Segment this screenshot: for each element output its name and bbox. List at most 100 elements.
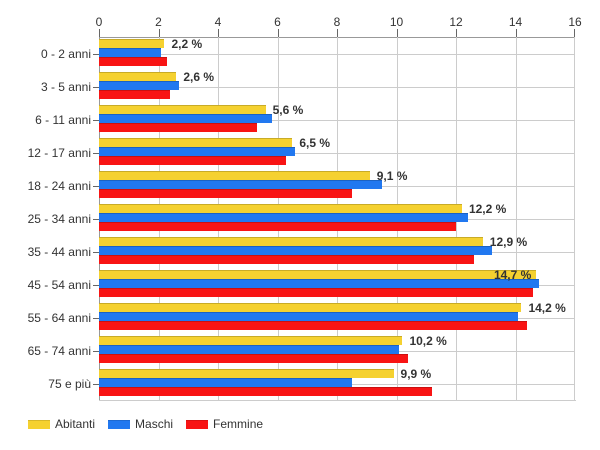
bar-maschi-25-34-anni <box>99 212 468 223</box>
bar-maschi-12-17-anni <box>99 146 296 157</box>
bar-maschi-65-74-anni <box>99 344 400 355</box>
category-label: 6 - 11 anni <box>35 112 91 127</box>
value-label: 2,2 % <box>171 37 203 51</box>
bar-maschi-75-e-pi <box>99 377 352 388</box>
value-label: 12,9 % <box>489 235 528 249</box>
bar-femmine-65-74-anni <box>99 354 409 364</box>
x-axis-tick-label: 0 <box>95 15 103 29</box>
category-tickmark <box>93 53 99 55</box>
x-axis-tickmark <box>99 29 100 37</box>
bar-femmine-45-54-anni <box>99 288 534 298</box>
x-axis-tickmark <box>574 29 575 37</box>
category-label: 0 - 2 anni <box>40 46 91 61</box>
legend-item-abitanti: Abitanti <box>28 418 95 430</box>
value-label: 2,6 % <box>183 70 215 84</box>
legend-item-maschi: Maschi <box>108 418 173 430</box>
bar-abitanti-45-54-anni <box>99 269 537 279</box>
horizontal-gridline <box>99 119 575 121</box>
bar-maschi-18-24-anni <box>99 179 382 190</box>
bar-abitanti-55-64-anni <box>99 302 522 312</box>
legend: Abitanti Maschi Femmine <box>28 418 263 430</box>
bar-abitanti-0-2-anni <box>99 38 165 48</box>
x-axis-tick-label: 2 <box>155 15 162 29</box>
category-label: 35 - 44 anni <box>27 244 91 259</box>
bar-maschi-3-5-anni <box>99 80 180 91</box>
legend-item-femmine: Femmine <box>186 418 263 430</box>
bar-abitanti-35-44-anni <box>99 236 483 246</box>
bar-abitanti-3-5-anni <box>99 71 177 81</box>
x-axis-tick-label: 14 <box>508 15 523 29</box>
bar-femmine-0-2-anni <box>99 57 168 67</box>
category-tickmark <box>93 317 99 319</box>
value-label: 6,5 % <box>299 136 331 150</box>
category-label: 12 - 17 anni <box>27 145 91 160</box>
value-label: 10,2 % <box>409 334 447 348</box>
x-axis-tickmark <box>158 29 160 37</box>
category-label: 45 - 54 anni <box>27 277 91 292</box>
x-axis-tick-label: 12 <box>449 15 463 29</box>
x-axis-tickmark <box>277 29 279 37</box>
category-label: 18 - 24 anni <box>27 178 91 193</box>
x-axis-tickmark <box>218 29 219 37</box>
category-label: 65 - 74 anni <box>27 343 91 358</box>
category-tickmark <box>93 284 99 286</box>
value-label: 14,7 % <box>493 268 532 282</box>
legend-label-abitanti: Abitanti <box>55 417 96 431</box>
value-label: 9,1 % <box>376 169 408 183</box>
value-label: 14,2 % <box>528 301 566 315</box>
bar-abitanti-6-11-anni <box>99 104 266 114</box>
bar-abitanti-18-24-anni <box>99 170 370 180</box>
category-label: 3 - 5 anni <box>40 79 91 94</box>
x-axis-tickmark <box>515 29 517 37</box>
category-tickmark <box>93 251 99 253</box>
legend-swatch-maschi <box>108 419 131 429</box>
category-tickmark <box>93 218 99 220</box>
bar-maschi-35-44-anni <box>99 245 492 256</box>
horizontal-gridline <box>99 86 575 88</box>
bar-femmine-35-44-anni <box>99 255 474 265</box>
value-label: 5,6 % <box>272 103 304 117</box>
x-axis-tick-label: 10 <box>389 15 404 29</box>
bar-abitanti-25-34-anni <box>99 203 462 213</box>
x-axis-tickmark <box>337 29 338 37</box>
legend-label-femmine: Femmine <box>213 417 264 431</box>
legend-swatch-femmine <box>186 419 209 429</box>
value-label: 9,9 % <box>400 367 432 381</box>
x-axis-tick-label: 8 <box>333 15 341 29</box>
value-label: 12,2 % <box>468 202 507 216</box>
category-tickmark <box>93 86 99 88</box>
bar-maschi-0-2-anni <box>99 47 162 58</box>
category-tickmark <box>93 185 99 187</box>
bar-maschi-6-11-anni <box>99 113 272 124</box>
x-axis-tickmark <box>396 29 398 37</box>
bar-abitanti-12-17-anni <box>99 137 293 147</box>
x-axis-tick-label: 6 <box>274 15 281 29</box>
category-label: 75 e più <box>48 376 91 391</box>
horizontal-gridline <box>99 53 575 55</box>
category-tickmark <box>93 350 99 352</box>
category-tickmark <box>93 119 99 121</box>
legend-swatch-abitanti <box>28 419 50 429</box>
bar-femmine-3-5-anni <box>99 90 171 100</box>
plot-bottom-border <box>99 400 576 401</box>
bar-femmine-18-24-anni <box>99 189 352 199</box>
bar-abitanti-75-e-pi <box>99 368 394 378</box>
bar-femmine-6-11-anni <box>99 123 257 133</box>
category-label: 55 - 64 anni <box>27 310 91 325</box>
plot-area: 2,2 % 2,6 % 5,6 % 6,5 % 9,1 % 12,2 % 12,9 % 14,… <box>99 37 575 400</box>
horizontal-gridline <box>99 152 575 154</box>
bar-femmine-12-17-anni <box>99 156 287 166</box>
x-axis-tick-label: 4 <box>214 15 222 29</box>
x-axis-tick-label: 16 <box>568 15 582 29</box>
bar-femmine-75-e-pi <box>99 387 433 397</box>
bar-femmine-55-64-anni <box>99 321 528 331</box>
category-tickmark <box>93 383 99 385</box>
bar-maschi-45-54-anni <box>99 278 540 289</box>
bar-femmine-25-34-anni <box>99 222 456 232</box>
x-axis-tickmark <box>456 29 457 37</box>
category-label: 25 - 34 anni <box>27 211 91 226</box>
bar-maschi-55-64-anni <box>99 311 519 322</box>
category-tickmark <box>93 152 99 154</box>
bar-abitanti-65-74-anni <box>99 335 403 345</box>
